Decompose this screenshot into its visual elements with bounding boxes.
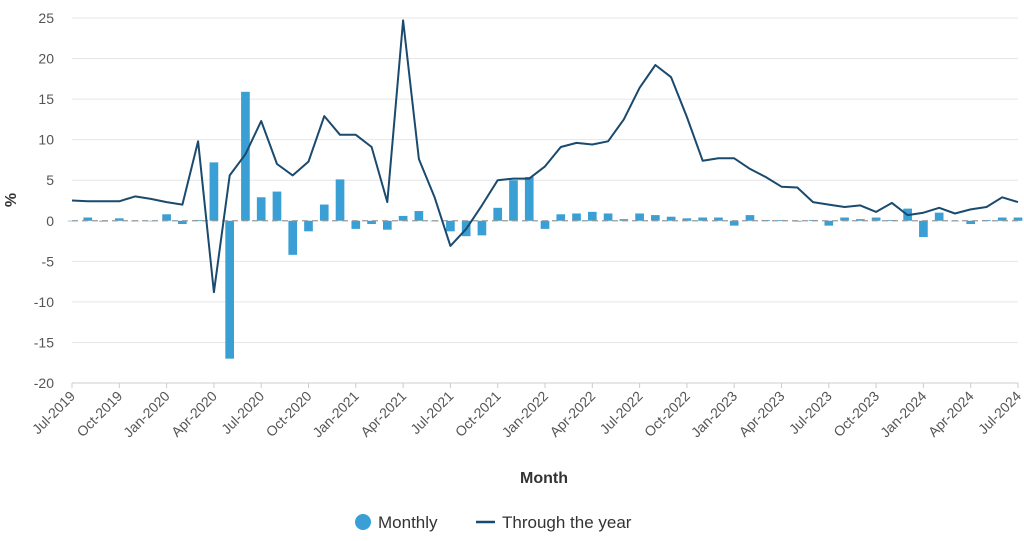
x-tick-label: Jul-2019 xyxy=(29,388,78,437)
bar-monthly[interactable] xyxy=(178,220,187,225)
bar-monthly[interactable] xyxy=(698,217,708,221)
x-tick-label: Oct-2023 xyxy=(830,388,882,440)
x-tick-label: Apr-2023 xyxy=(736,388,788,440)
bar-monthly[interactable] xyxy=(304,220,313,232)
bar-monthly[interactable] xyxy=(714,217,723,221)
y-tick-label: -10 xyxy=(34,294,54,310)
x-tick-label: Jul-2021 xyxy=(407,388,456,437)
bar-monthly[interactable] xyxy=(1013,217,1023,221)
x-tick-label: Jan-2020 xyxy=(120,388,173,441)
through-the-year-line xyxy=(71,19,1019,294)
bar-monthly[interactable] xyxy=(493,207,503,221)
bar-monthly[interactable] xyxy=(162,214,171,221)
bar-monthly[interactable] xyxy=(335,179,345,221)
bar-monthly[interactable] xyxy=(209,162,219,221)
bar-monthly[interactable] xyxy=(855,219,865,221)
bar-monthly[interactable] xyxy=(288,220,298,255)
bar-monthly[interactable] xyxy=(824,220,834,226)
x-tick-label: Apr-2021 xyxy=(357,388,409,440)
bar-monthly[interactable] xyxy=(651,215,660,221)
x-tick-label: Oct-2022 xyxy=(641,388,693,440)
bar-monthly[interactable] xyxy=(966,220,976,225)
bar-monthly[interactable] xyxy=(666,216,676,221)
bar-monthly[interactable] xyxy=(587,211,597,221)
x-tick-label: Oct-2019 xyxy=(73,388,125,440)
y-tick-label: 10 xyxy=(38,132,54,148)
bar-monthly[interactable] xyxy=(382,220,392,230)
x-axis-ticks: Jul-2019Oct-2019Jan-2020Apr-2020Jul-2020… xyxy=(29,383,1024,440)
bar-monthly[interactable] xyxy=(241,91,250,221)
bar-monthly[interactable] xyxy=(603,213,613,221)
legend-item-through-the-year[interactable]: Through the year xyxy=(476,513,632,532)
x-tick-label: Jan-2021 xyxy=(309,388,362,441)
bar-monthly[interactable] xyxy=(840,217,849,221)
bar-monthly[interactable] xyxy=(272,191,282,221)
bar-monthly[interactable] xyxy=(193,219,203,221)
x-tick-label: Jan-2023 xyxy=(688,388,741,441)
bar-monthly[interactable] xyxy=(524,176,534,221)
bar-monthly[interactable] xyxy=(398,215,408,221)
x-tick-label: Apr-2022 xyxy=(546,388,598,440)
bar-monthly[interactable] xyxy=(682,218,692,221)
legend-through-the-year-label: Through the year xyxy=(502,513,632,532)
bar-monthly[interactable] xyxy=(225,220,235,359)
bar-monthly[interactable] xyxy=(114,218,124,221)
x-axis-title: Month xyxy=(520,470,568,487)
bar-monthly[interactable] xyxy=(509,180,518,221)
bar-monthly[interactable] xyxy=(729,220,739,226)
bar-monthly[interactable] xyxy=(540,220,550,229)
x-tick-label: Jul-2023 xyxy=(786,388,835,437)
x-tick-label: Apr-2020 xyxy=(168,388,220,440)
x-tick-label: Oct-2021 xyxy=(452,388,504,440)
legend-monthly-swatch xyxy=(355,514,371,530)
x-tick-label: Jan-2024 xyxy=(877,388,930,441)
bar-monthly[interactable] xyxy=(919,220,928,237)
bar-monthly[interactable] xyxy=(619,219,629,221)
bar-monthly[interactable] xyxy=(146,220,156,222)
bar-monthly[interactable] xyxy=(777,219,786,221)
bar-monthly[interactable] xyxy=(351,220,361,229)
legend: Monthly Through the year xyxy=(355,513,632,532)
bar-monthly[interactable] xyxy=(556,214,566,221)
y-tick-label: -20 xyxy=(34,375,54,391)
x-tick-label: Oct-2020 xyxy=(263,388,315,440)
bar-monthly[interactable] xyxy=(319,204,329,221)
y-tick-label: -15 xyxy=(34,334,54,350)
bar-monthly[interactable] xyxy=(367,220,376,225)
x-tick-label: Jul-2024 xyxy=(975,388,1024,437)
y-tick-label: 25 xyxy=(38,10,54,26)
bar-monthly[interactable] xyxy=(572,213,581,221)
y-tick-label: 20 xyxy=(38,51,54,67)
bar-monthly[interactable] xyxy=(745,215,755,221)
x-tick-label: Jul-2020 xyxy=(218,388,267,437)
y-axis-ticks: -20 -15 -10 -5 0 5 10 15 20 25 xyxy=(34,10,54,391)
x-tick-label: Jul-2022 xyxy=(596,388,645,437)
x-tick-label: Jan-2022 xyxy=(499,388,552,441)
bar-monthly[interactable] xyxy=(635,213,644,221)
x-tick-label: Apr-2024 xyxy=(925,388,977,440)
bar-monthly[interactable] xyxy=(83,217,93,221)
bar-monthly[interactable] xyxy=(414,211,424,221)
y-tick-label: 0 xyxy=(46,213,54,229)
bar-monthly[interactable] xyxy=(934,212,944,221)
bar-monthly[interactable] xyxy=(997,217,1007,221)
bar-monthly[interactable] xyxy=(256,197,266,221)
legend-monthly-label: Monthly xyxy=(378,513,438,532)
bar-monthly[interactable] xyxy=(871,217,881,221)
bar-monthly[interactable] xyxy=(446,220,455,232)
legend-item-monthly[interactable]: Monthly xyxy=(355,513,438,532)
y-tick-label: 15 xyxy=(38,91,54,107)
monthly-bars xyxy=(67,91,1023,359)
bar-monthly[interactable] xyxy=(887,219,897,221)
y-tick-label: -5 xyxy=(42,253,55,269)
bar-monthly[interactable] xyxy=(477,220,487,236)
y-axis-title: % xyxy=(3,193,20,207)
y-tick-label: 5 xyxy=(46,172,54,188)
